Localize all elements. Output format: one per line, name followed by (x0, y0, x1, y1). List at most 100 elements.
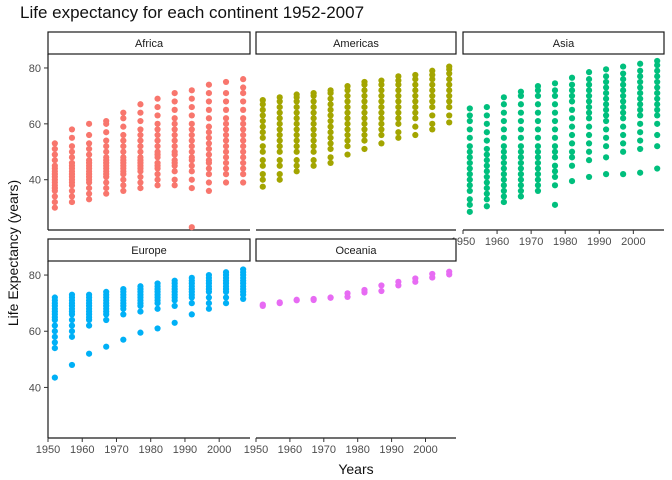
data-point-americas (344, 143, 351, 150)
data-point-europe (120, 311, 127, 318)
data-point-africa (154, 171, 161, 178)
data-point-europe (85, 322, 93, 329)
data-point-americas (293, 115, 300, 122)
data-point-asia (517, 134, 525, 141)
data-point-americas (259, 123, 266, 130)
data-point-africa (120, 109, 127, 116)
data-point-europe (137, 308, 144, 315)
data-point-africa (51, 145, 58, 153)
data-point-africa (205, 123, 213, 130)
panel-africa: Africa 40 60 80 (29, 31, 251, 231)
data-point-africa (171, 143, 178, 150)
data-point-americas (412, 115, 419, 122)
data-point-africa (85, 131, 93, 139)
data-point-americas (429, 112, 436, 119)
data-point-asia (551, 134, 559, 141)
data-point-europe (85, 350, 93, 357)
data-point-africa (68, 143, 76, 150)
data-point-africa (85, 196, 93, 203)
data-point-americas (446, 119, 453, 126)
data-point-asia (654, 67, 661, 74)
data-point-europe (154, 280, 161, 287)
data-point-americas (446, 98, 453, 105)
data-point-africa (171, 90, 178, 97)
data-point-americas (276, 143, 283, 150)
data-point-africa (171, 148, 178, 155)
data-point-africa (222, 143, 230, 150)
data-point-asia (568, 178, 576, 185)
data-point-asia (500, 148, 507, 155)
data-point-asia (602, 171, 610, 178)
x-tick-label: 1960 (278, 444, 302, 456)
data-point-africa (222, 115, 230, 122)
strip-africa (47, 31, 251, 55)
data-point-europe (85, 291, 93, 298)
data-point-asia (483, 203, 490, 210)
data-point-europe (137, 283, 144, 290)
data-point-africa (222, 137, 230, 144)
data-point-americas (395, 120, 402, 127)
data-point-europe (137, 329, 144, 336)
data-point-americas (259, 96, 266, 104)
data-point-africa (222, 148, 230, 155)
data-point-africa (205, 129, 213, 136)
data-point-asia (483, 190, 490, 197)
data-point-americas (412, 81, 419, 88)
data-point-africa (68, 126, 76, 133)
data-point-asia (602, 154, 610, 161)
data-point-asia (534, 187, 542, 194)
x-axis-title: Years (338, 461, 373, 477)
data-point-africa (188, 112, 195, 119)
data-point-americas (446, 103, 453, 111)
data-point-asia (551, 173, 559, 181)
data-point-asia (602, 106, 610, 113)
data-point-asia (585, 98, 593, 105)
data-point-asia (620, 171, 627, 178)
data-point-asia (637, 145, 644, 153)
data-point-asia (654, 95, 661, 102)
data-point-africa (171, 182, 178, 189)
data-point-asia (602, 73, 610, 80)
data-point-europe (205, 305, 213, 312)
data-point-americas (344, 115, 351, 122)
data-point-asia (534, 109, 542, 116)
data-point-asia (637, 67, 644, 74)
data-point-asia (620, 92, 627, 100)
data-point-asia (654, 106, 661, 113)
data-point-africa (188, 95, 195, 102)
data-point-asia (551, 101, 559, 108)
data-point-asia (585, 123, 593, 130)
data-point-asia (568, 92, 576, 100)
data-point-africa (240, 148, 247, 155)
data-point-asia (551, 162, 559, 169)
data-point-asia (585, 69, 593, 76)
data-point-asia (517, 88, 525, 95)
data-point-americas (310, 109, 317, 116)
data-point-americas (327, 117, 334, 125)
data-point-africa (154, 148, 161, 155)
data-point-asia (602, 101, 610, 108)
data-point-africa (137, 154, 144, 161)
x-tick-label: 1990 (587, 236, 611, 248)
data-point-asia (534, 117, 542, 125)
data-point-americas (310, 131, 317, 139)
data-point-asia (500, 101, 507, 108)
strip-label-asia: Asia (553, 38, 575, 50)
data-point-africa (222, 98, 230, 105)
x-tick-label: 1980 (345, 444, 369, 456)
data-point-europe (51, 328, 58, 335)
data-point-americas (310, 126, 317, 133)
data-point-africa (240, 106, 247, 113)
data-point-africa (205, 140, 213, 147)
data-point-americas (395, 98, 402, 105)
data-point-americas (446, 76, 453, 83)
data-point-africa (188, 126, 195, 133)
data-point-americas (378, 109, 385, 116)
data-point-africa (171, 120, 178, 127)
data-point-asia (551, 148, 559, 155)
data-point-asia (585, 115, 593, 122)
strip-label-africa: Africa (135, 38, 164, 50)
data-point-africa (222, 171, 230, 178)
data-point-asia (654, 165, 661, 172)
data-point-africa (205, 165, 213, 172)
